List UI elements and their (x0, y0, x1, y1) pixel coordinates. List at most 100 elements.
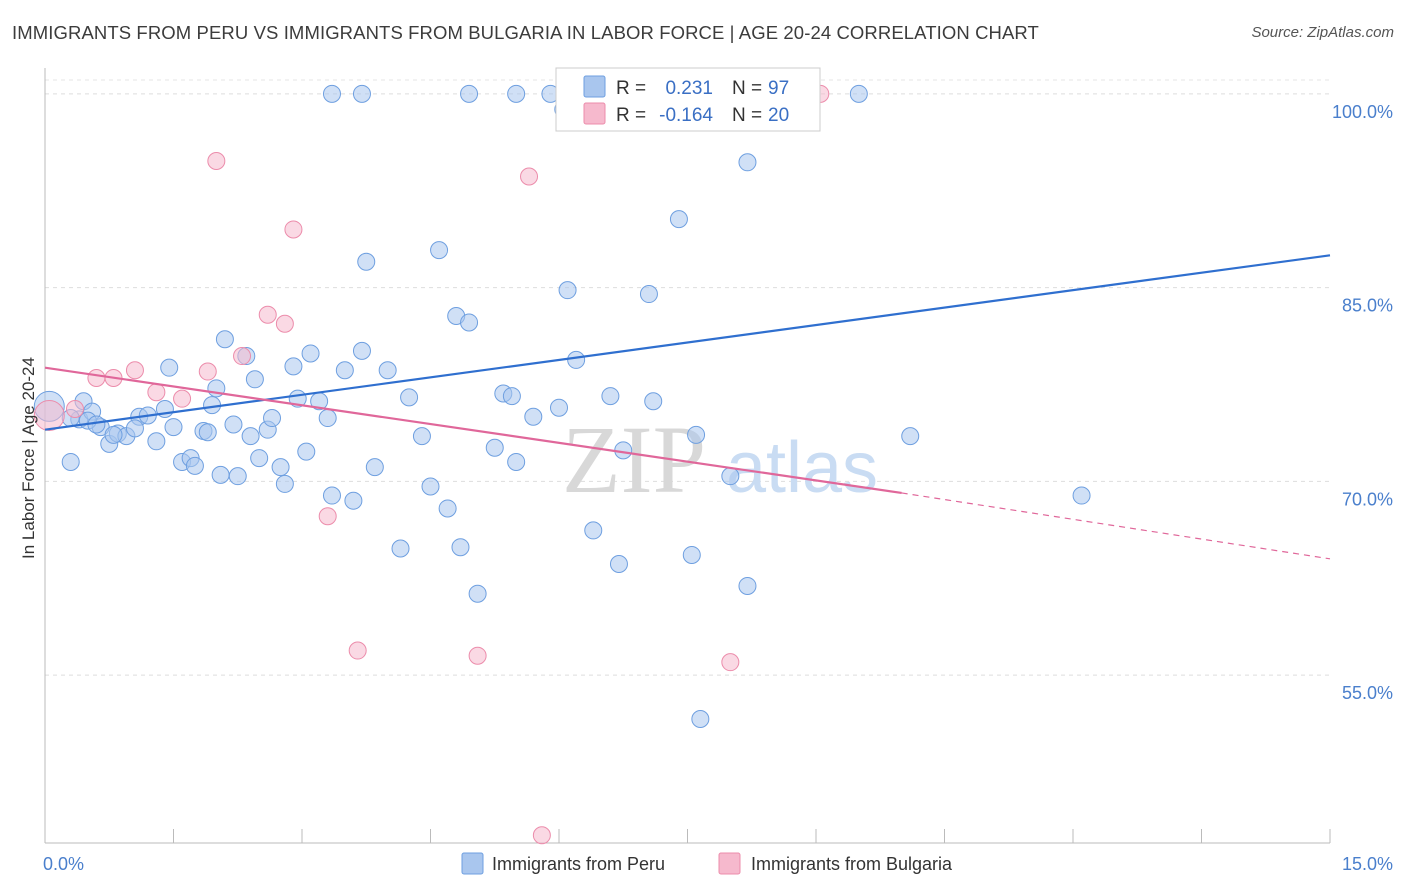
point-peru-45 (378, 361, 397, 380)
point-peru-82 (507, 84, 526, 103)
y-tick-label-3: 55.0% (1342, 683, 1393, 703)
point-bulgaria-6 (173, 389, 192, 408)
point-peru-39 (322, 486, 341, 505)
point-peru-79 (322, 84, 341, 103)
point-peru-48 (412, 427, 431, 446)
point-bulgaria-8 (207, 152, 226, 170)
chart-title: IMMIGRANTS FROM PERU VS IMMIGRANTS FROM … (12, 22, 1039, 43)
point-peru-94 (104, 425, 123, 444)
point-bulgaria-5 (147, 383, 166, 402)
point-peru-36 (301, 344, 320, 363)
point-bulgaria-15 (468, 646, 487, 665)
point-peru-28 (250, 449, 269, 468)
point-bulgaria-7 (198, 362, 217, 381)
point-peru-61 (550, 398, 568, 417)
point-peru-43 (357, 252, 376, 271)
point-peru-38 (318, 409, 337, 428)
point-peru-26 (241, 427, 260, 446)
point-peru-35 (297, 442, 316, 461)
point-peru-78 (1072, 486, 1091, 505)
point-peru-49 (421, 477, 440, 496)
point-peru-46 (391, 539, 410, 558)
y-tick-label-0: 100.0% (1332, 102, 1393, 122)
point-peru-73 (721, 467, 740, 486)
y-tick-label-2: 70.0% (1342, 489, 1393, 509)
legend-swatch-peru (461, 852, 484, 875)
point-bulgaria-18 (721, 653, 740, 672)
point-bulgaria-13 (318, 507, 337, 526)
point-peru-81 (460, 84, 479, 103)
legend-swatch-bulgaria (718, 852, 741, 875)
point-peru-75 (738, 576, 757, 595)
stats-swatch-bulgaria (583, 102, 606, 125)
point-peru-90 (849, 84, 868, 103)
point-bulgaria-4 (125, 361, 144, 380)
stats-r-value-peru: 0.231 (665, 78, 713, 99)
point-peru-51 (438, 499, 457, 518)
point-peru-13 (160, 358, 179, 377)
y-axis-title: In Labor Force | Age 20-24 (19, 357, 38, 559)
x-tick-label-1: 15.0% (1342, 854, 1393, 874)
point-peru-55 (468, 584, 487, 603)
point-peru-40 (335, 361, 354, 380)
point-peru-70 (669, 210, 688, 229)
stats-n-value-bulgaria: 20 (768, 105, 789, 126)
point-peru-53 (451, 538, 470, 557)
point-peru-21 (211, 465, 230, 484)
point-peru-80 (352, 84, 371, 103)
point-peru-12 (164, 418, 183, 437)
point-peru-50 (430, 241, 449, 260)
y-tick-label-1: 85.0% (1342, 296, 1393, 316)
stats-r-label-bulgaria: R = (616, 105, 646, 126)
point-peru-68 (639, 285, 658, 304)
point-bulgaria-12 (284, 220, 303, 239)
point-peru-47 (400, 388, 419, 407)
point-bulgaria-1 (65, 400, 84, 418)
point-bulgaria-0 (33, 399, 65, 431)
point-peru-42 (352, 341, 371, 360)
point-bulgaria-14 (348, 641, 367, 660)
point-bulgaria-17 (532, 826, 551, 845)
trend-line-bulgaria (44, 366, 902, 495)
stats-swatch-peru (583, 75, 606, 98)
series-legend: Immigrants from Peru Immigrants from Bul… (461, 852, 953, 875)
point-peru-54 (460, 313, 479, 332)
stats-n-label-bulgaria: N = (732, 105, 762, 126)
point-peru-69 (644, 392, 663, 411)
point-peru-33 (284, 357, 303, 376)
watermark-zip: ZIP (562, 406, 706, 513)
watermark: ZIP atlas (562, 406, 878, 513)
point-peru-32 (275, 474, 294, 493)
point-peru-3 (61, 452, 80, 471)
point-peru-65 (601, 387, 620, 406)
point-peru-16 (185, 456, 204, 475)
point-peru-56 (485, 438, 504, 457)
point-peru-60 (524, 407, 543, 426)
stats-n-value-peru: 97 (768, 78, 789, 99)
stats-r-label-peru: R = (616, 78, 646, 99)
point-peru-71 (682, 545, 701, 564)
point-peru-27 (245, 370, 264, 389)
x-tick-labels: 0.0% 15.0% (43, 854, 1393, 874)
point-bulgaria-2 (87, 369, 106, 387)
point-peru-72 (687, 425, 706, 444)
point-peru-30 (263, 409, 282, 428)
legend-label-peru: Immigrants from Peru (492, 854, 665, 874)
point-peru-59 (507, 452, 526, 471)
point-peru-23 (224, 415, 243, 434)
point-peru-64 (584, 521, 603, 540)
point-peru-41 (344, 491, 363, 510)
watermark-atlas: atlas (726, 428, 878, 508)
point-peru-24 (228, 467, 247, 486)
x-tick-label-0: 0.0% (43, 854, 84, 874)
point-bulgaria-11 (275, 314, 294, 333)
point-peru-58 (502, 387, 521, 406)
point-peru-31 (271, 458, 290, 477)
point-bulgaria-16 (520, 167, 539, 186)
point-peru-18 (198, 423, 217, 442)
y-tick-labels: 100.0% 85.0% 70.0% 55.0% (1332, 102, 1393, 703)
legend-label-bulgaria: Immigrants from Bulgaria (751, 854, 953, 874)
point-peru-63 (567, 350, 586, 369)
trend-line-peru (44, 254, 1331, 431)
